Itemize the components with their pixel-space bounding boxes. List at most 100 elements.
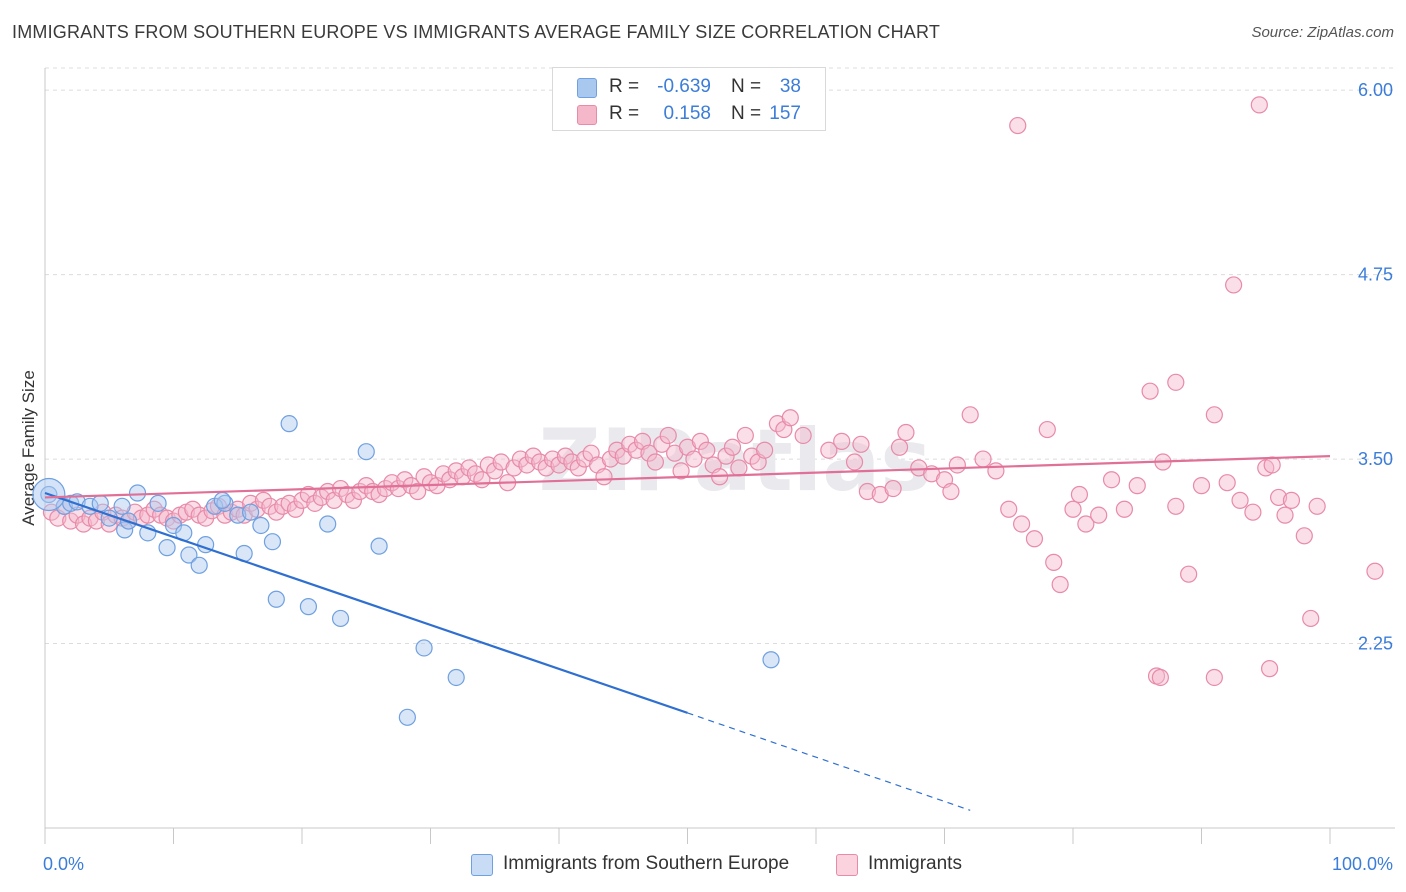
immigrants-point: [550, 456, 568, 474]
immigrants-point: [1231, 491, 1249, 509]
r-label: R =: [609, 76, 640, 97]
immigrants-swatch: [577, 105, 597, 125]
immigrants-point: [685, 450, 703, 468]
immigrants-point: [698, 441, 716, 459]
immigrants-point: [1077, 515, 1095, 533]
immigrants-point: [1141, 382, 1159, 400]
immigrants-point: [389, 479, 407, 498]
stats-legend-row-southern-europe: R = -0.639 N = 38: [553, 74, 825, 100]
immigrants-point: [434, 465, 452, 483]
immigrants-point: [890, 438, 909, 456]
southern-europe-trend-extension: [687, 712, 971, 811]
immigrants-point: [479, 456, 497, 474]
immigrants-point: [254, 491, 273, 509]
southern-europe-point: [113, 497, 131, 515]
y-tick-label: 4.75: [1358, 265, 1393, 285]
immigrants-point: [1192, 477, 1211, 495]
immigrants-point: [357, 477, 375, 495]
immigrants-point: [942, 482, 960, 501]
immigrants-point: [280, 494, 298, 512]
immigrants-point: [736, 426, 754, 445]
immigrants-point: [1218, 474, 1236, 492]
immigrants-point: [242, 494, 260, 512]
y-axis-label: Average Family Size: [19, 370, 38, 526]
y-tick-label: 2.25: [1358, 634, 1393, 654]
immigrants-point: [569, 459, 587, 477]
southern-europe-point: [280, 415, 298, 433]
southern-europe-point: [263, 533, 282, 551]
immigrants-point: [74, 515, 93, 533]
immigrants-point: [293, 491, 311, 509]
immigrants-point: [884, 479, 902, 498]
immigrants-point: [1366, 562, 1384, 580]
immigrants-point: [543, 450, 562, 468]
immigrants-legend-swatch: [836, 854, 858, 876]
legend-label: Immigrants from Southern Europe: [503, 853, 790, 874]
r-value: 0.158: [663, 103, 711, 124]
immigrants-point: [1308, 497, 1326, 515]
immigrants-point: [299, 485, 318, 504]
southern-europe-point: [447, 668, 465, 687]
southern-europe-point: [762, 651, 780, 669]
southern-europe-point: [158, 539, 176, 557]
southern-europe-legend-swatch: [471, 854, 493, 876]
immigrants-point: [164, 512, 183, 530]
immigrants-point: [556, 447, 575, 465]
immigrants-point: [672, 462, 690, 480]
immigrants-point: [1261, 660, 1279, 678]
immigrants-point: [306, 494, 324, 512]
immigrants-point: [460, 459, 478, 477]
immigrants-point: [595, 468, 613, 486]
immigrants-point: [1269, 488, 1288, 507]
stats-legend: R = -0.639 N = 38 R = 0.158 N = 157: [552, 67, 826, 131]
immigrants-point: [852, 435, 870, 453]
n-value: 157: [769, 103, 801, 124]
immigrants-point: [1225, 276, 1243, 294]
immigrants-point: [1128, 477, 1146, 495]
immigrants-point: [858, 482, 877, 501]
immigrants-point: [1045, 553, 1063, 571]
immigrants-point: [1064, 500, 1082, 518]
immigrants-point: [396, 471, 414, 489]
immigrants-point: [948, 456, 966, 474]
immigrants-point: [338, 485, 356, 504]
immigrants-point: [1167, 373, 1185, 391]
immigrants-point: [755, 441, 774, 459]
southern-europe-point: [267, 590, 285, 608]
immigrants-point: [961, 406, 979, 424]
immigrants-point: [511, 450, 530, 468]
immigrants-point: [531, 453, 549, 471]
immigrants-point: [601, 450, 620, 468]
x-tick-label: 0.0%: [43, 854, 84, 874]
immigrants-point: [646, 453, 664, 471]
immigrants-point: [1295, 527, 1313, 545]
immigrants-point: [1276, 506, 1294, 524]
immigrants-point: [1167, 497, 1185, 515]
immigrants-point: [1180, 565, 1198, 583]
southern-europe-point: [319, 515, 337, 533]
immigrants-point: [1012, 515, 1031, 533]
immigrants-point: [1205, 406, 1223, 424]
n-value: 38: [779, 76, 801, 97]
southern-europe-point: [331, 609, 350, 628]
immigrants-point: [537, 459, 555, 477]
immigrants-point: [794, 426, 812, 445]
immigrants-point: [139, 506, 157, 524]
immigrants-point: [1009, 116, 1027, 135]
immigrants-point: [730, 459, 748, 477]
immigrants-point: [781, 409, 799, 427]
immigrants-point: [1070, 485, 1089, 504]
immigrants-point: [1244, 503, 1262, 521]
southern-europe-trend-line: [44, 491, 688, 714]
southern-europe-point: [128, 484, 147, 502]
southern-europe-point: [242, 503, 260, 521]
southern-europe-point: [370, 537, 388, 555]
immigrants-point: [1115, 500, 1134, 518]
southern-europe-point: [180, 546, 198, 564]
immigrants-point: [691, 432, 709, 450]
immigrants-point: [621, 435, 639, 453]
immigrants-point: [1090, 506, 1108, 524]
immigrants-point: [267, 503, 285, 521]
series-legend: Immigrants from Southern Europe Immigran…: [0, 852, 1406, 878]
